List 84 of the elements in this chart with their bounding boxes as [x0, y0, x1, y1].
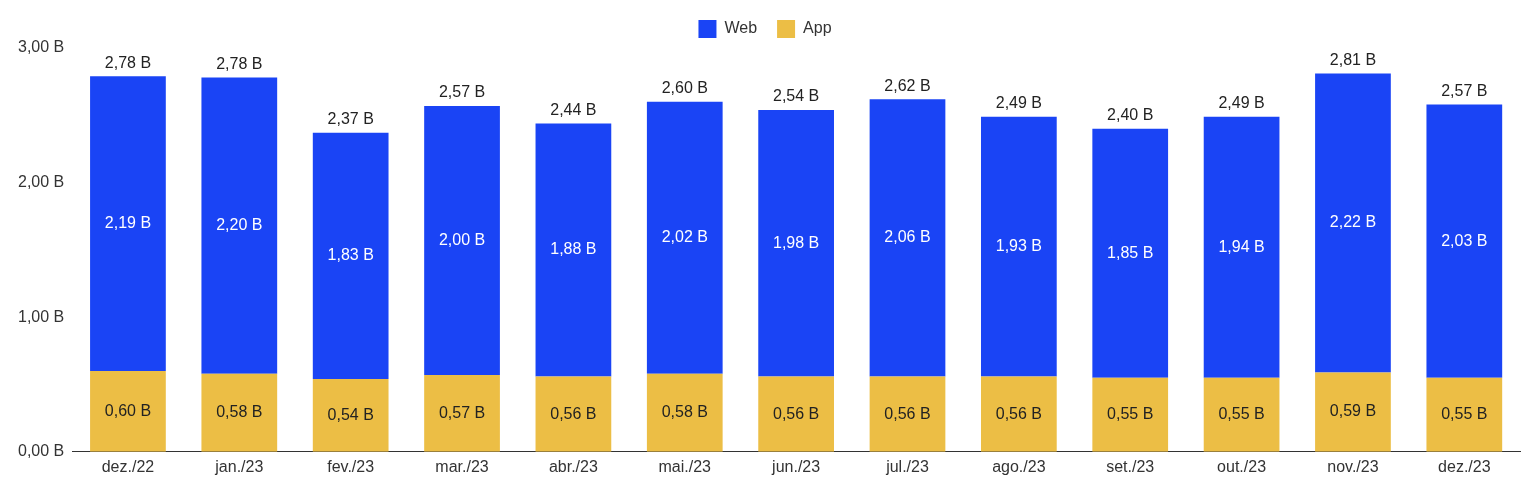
total-label: 2,54 B: [773, 87, 820, 105]
data-label: 1,83 B: [327, 246, 374, 264]
total-label: 2,49 B: [995, 94, 1042, 112]
data-label: 0,58 B: [216, 403, 263, 421]
bar: [646, 101, 723, 374]
bar: [1203, 116, 1280, 378]
bar: [312, 379, 389, 452]
bar: [312, 132, 389, 380]
data-label: 0,56 B: [884, 404, 931, 422]
bar: [869, 376, 946, 452]
bar: [90, 76, 166, 372]
total-label: 2,37 B: [327, 110, 374, 128]
legend-label: Web: [724, 19, 758, 37]
x-tick-label: jun./23: [771, 457, 821, 475]
x-tick-label: out./23: [1217, 457, 1267, 475]
x-tick-label: dez./22: [101, 457, 155, 475]
bar: [535, 123, 612, 377]
y-tick-label: 2,00 B: [17, 173, 65, 191]
bar: [1203, 377, 1280, 452]
x-tick-label: mai./23: [658, 457, 712, 475]
bar: [1315, 372, 1391, 452]
x-tick-label: jan./23: [214, 457, 264, 475]
y-tick-label: 3,00 B: [17, 38, 65, 56]
total-label: 2,40 B: [1107, 106, 1154, 124]
y-tick-label: 1,00 B: [17, 307, 65, 325]
data-label: 0,56 B: [773, 404, 820, 422]
bar: [1092, 377, 1169, 452]
y-tick-label: 0,00 B: [17, 442, 65, 460]
total-label: 2,60 B: [661, 79, 708, 97]
data-label: 0,56 B: [995, 404, 1042, 422]
x-tick-label: abr./23: [548, 457, 598, 475]
bar: [646, 373, 723, 452]
bar: [201, 373, 278, 452]
data-label: 0,58 B: [661, 403, 708, 421]
bar: [90, 371, 166, 452]
bar: [869, 99, 946, 377]
bar: [1315, 73, 1391, 373]
data-label: 0,55 B: [1218, 405, 1265, 423]
bar: [1426, 104, 1503, 378]
bar: [980, 116, 1057, 377]
data-label: 2,03 B: [1441, 231, 1488, 249]
bar: [758, 109, 834, 377]
data-label: 1,93 B: [995, 236, 1042, 254]
data-label: 2,00 B: [438, 230, 486, 248]
bar: [1092, 128, 1169, 378]
total-label: 2,62 B: [884, 76, 931, 94]
x-tick-label: mar./23: [435, 457, 489, 475]
data-label: 2,22 B: [1329, 213, 1377, 231]
data-label: 0,55 B: [1441, 405, 1488, 423]
x-tick-label: jul./23: [885, 457, 929, 475]
total-label: 2,78 B: [104, 53, 152, 71]
total-label: 2,49 B: [1218, 94, 1265, 112]
data-label: 1,85 B: [1107, 243, 1154, 261]
x-tick-label: fev./23: [327, 457, 375, 475]
data-label: 2,20 B: [216, 216, 263, 234]
bar: [758, 376, 834, 452]
data-label: 2,02 B: [661, 228, 708, 246]
x-tick-label: nov./23: [1327, 457, 1379, 475]
total-label: 2,78 B: [216, 55, 263, 73]
x-tick-label: ago./23: [992, 457, 1046, 475]
total-label: 2,57 B: [438, 83, 486, 101]
total-label: 2,81 B: [1329, 50, 1377, 68]
x-tick-label: dez./23: [1438, 457, 1491, 475]
bar: [535, 376, 612, 452]
total-label: 2,44 B: [550, 100, 597, 118]
total-label: 2,57 B: [1441, 81, 1488, 99]
bar: [1426, 377, 1503, 452]
data-label: 2,06 B: [884, 228, 931, 246]
bar: [201, 77, 278, 374]
bar: [424, 375, 500, 452]
bar: [424, 105, 500, 376]
data-label: 0,57 B: [438, 403, 486, 421]
data-label: 2,19 B: [104, 214, 152, 232]
data-label: 0,60 B: [104, 401, 152, 419]
data-label: 0,54 B: [327, 405, 374, 423]
x-tick-label: set./23: [1106, 457, 1155, 475]
data-label: 1,88 B: [550, 240, 597, 258]
legend-label: App: [803, 19, 832, 37]
data-label: 1,98 B: [773, 233, 820, 251]
bar: [980, 376, 1057, 452]
data-label: 1,94 B: [1218, 237, 1265, 255]
data-label: 0,55 B: [1107, 405, 1154, 423]
data-label: 0,59 B: [1329, 402, 1377, 420]
data-label: 0,56 B: [550, 404, 597, 422]
